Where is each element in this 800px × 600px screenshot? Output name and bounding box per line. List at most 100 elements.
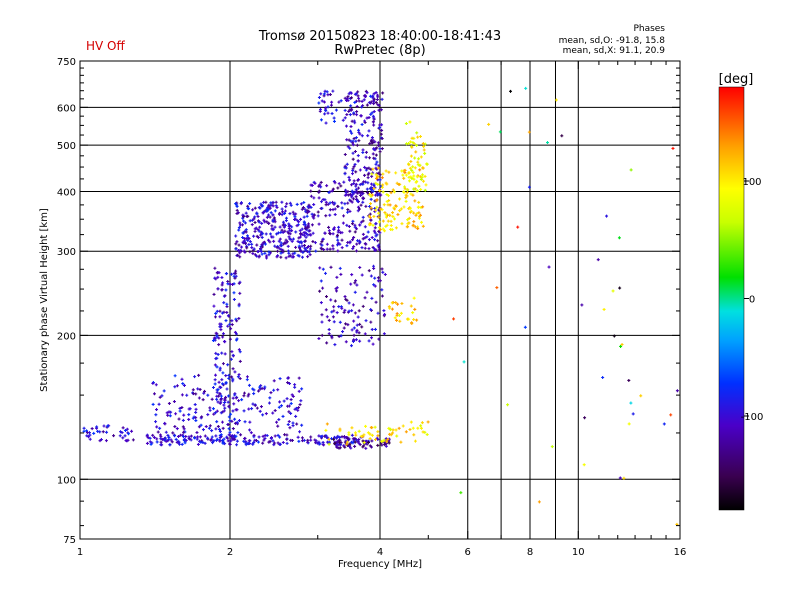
data-point [404,196,408,200]
data-point [203,434,207,438]
data-point [373,231,377,235]
data-point [298,430,302,434]
data-point [363,165,367,169]
data-point [352,235,356,239]
data-point [348,209,352,213]
data-point [264,254,268,258]
data-point [409,140,413,144]
data-point [377,143,381,147]
data-point [241,215,245,219]
data-point [229,327,233,331]
colorbar-tick-label: -100 [741,412,764,423]
data-point [215,365,219,369]
data-point [380,137,384,141]
data-point [247,392,251,396]
data-point [278,443,282,447]
data-point [411,311,415,315]
data-point [201,398,205,402]
data-point [253,403,257,407]
data-point [169,438,173,442]
data-point [498,130,502,134]
data-point [235,208,239,212]
data-point [582,463,586,467]
data-point [231,367,235,371]
data-point [596,258,600,262]
data-point [233,330,237,334]
data-point [415,175,419,179]
data-point [373,140,377,144]
data-point [377,171,381,175]
data-point [397,314,401,318]
data-point [158,395,162,399]
data-point [216,388,220,392]
data-point [299,202,303,206]
data-point [412,174,416,178]
data-point [421,142,425,146]
data-point [208,424,212,428]
data-point [372,123,376,127]
data-point [357,139,361,143]
data-point [368,444,372,448]
data-point [244,228,248,232]
data-point [282,399,286,403]
data-point [325,341,329,345]
data-point [358,132,362,136]
data-point [402,190,406,194]
data-point [410,168,414,172]
data-point [354,227,358,231]
data-point [357,99,361,103]
data-point [332,437,336,441]
data-point [304,210,308,214]
data-point [372,110,376,114]
data-point [235,408,239,412]
data-point [223,294,227,298]
data-point [148,440,152,444]
stats-line-x: mean, sd,X: 91.1, 20.9 [563,46,666,56]
data-point [389,433,393,437]
data-point [287,224,291,228]
data-point [302,215,306,219]
data-point [409,209,413,213]
data-point [303,231,307,235]
data-point [369,320,373,324]
data-point [349,344,353,348]
data-point [580,303,584,307]
data-point [244,443,248,447]
data-point [309,183,313,187]
data-point [275,420,279,424]
data-point [283,229,287,233]
data-point [425,162,429,166]
data-point [297,439,301,443]
data-point [357,331,361,335]
data-point [412,220,416,224]
data-point [255,212,259,216]
y-tick-label: 600 [57,103,76,114]
data-point [303,239,307,243]
data-point [333,435,337,439]
data-point [278,225,282,229]
data-point [269,201,273,205]
data-point [369,425,373,429]
data-point [191,416,195,420]
data-point [300,387,304,391]
data-point [412,187,416,191]
data-point [377,104,381,108]
data-point [214,277,218,281]
data-point [364,204,368,208]
data-point [338,427,342,431]
data-point [306,438,310,442]
data-point [675,389,679,393]
data-point [192,436,196,440]
data-point [317,95,321,99]
data-point [216,400,220,404]
data-point [332,320,336,324]
data-point [278,377,282,381]
data-point [257,254,261,258]
data-point [221,332,225,336]
data-point [370,433,374,437]
data-point [413,307,417,311]
data-point [355,328,359,332]
data-point [228,337,232,341]
data-point [388,427,392,431]
data-point [367,269,371,273]
